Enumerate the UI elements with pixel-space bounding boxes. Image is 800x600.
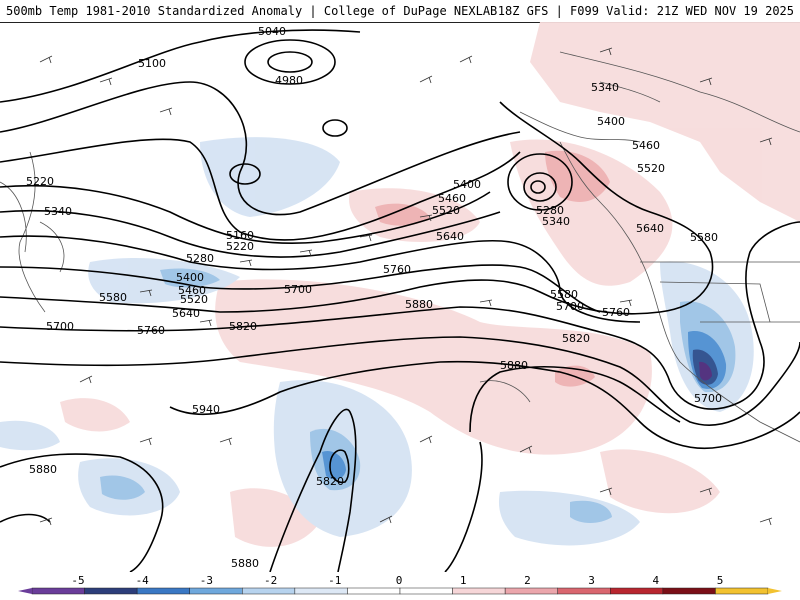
negative-anomaly-area bbox=[100, 475, 145, 500]
colorbar-tick-label: -2 bbox=[264, 574, 277, 587]
colorbar-swatch bbox=[347, 587, 401, 595]
contour-label: 5340 bbox=[591, 81, 619, 94]
contour-label: 5580 bbox=[550, 288, 578, 301]
coastlines bbox=[0, 51, 800, 443]
contour-label: 4980 bbox=[275, 74, 303, 87]
colorbar: -5 -4 -3 -2 -1 0 1 2 3 4 5 bbox=[0, 572, 800, 600]
contour-label: 5160 bbox=[226, 229, 254, 242]
contour-label: 5700 bbox=[694, 392, 722, 405]
contour-label: 5280 bbox=[536, 204, 564, 217]
colorbar-swatch bbox=[399, 587, 453, 595]
contour-label: 5460 bbox=[438, 192, 466, 205]
contour-label: 5520 bbox=[180, 293, 208, 306]
contour-label: 5880 bbox=[231, 557, 259, 570]
contour-label: 5400 bbox=[176, 271, 204, 284]
contour-label: 5460 bbox=[178, 284, 206, 297]
contour-label: 5760 bbox=[602, 306, 630, 319]
contour-label: 5820 bbox=[316, 475, 344, 488]
contour-label: 5580 bbox=[690, 231, 718, 244]
colorbar-tick-label: 4 bbox=[652, 574, 659, 587]
colorbar-svg: -5 -4 -3 -2 -1 0 1 2 3 4 5 bbox=[18, 574, 782, 595]
positive-anomaly-area bbox=[60, 398, 130, 432]
positive-anomaly-area bbox=[545, 150, 610, 202]
colorbar-swatch bbox=[662, 587, 716, 595]
positive-anomaly-area bbox=[530, 22, 800, 222]
contour-labels: 5040 4980 5100 5220 5340 5160 5220 5280 … bbox=[26, 25, 722, 570]
colorbar-tick-label: -3 bbox=[200, 574, 213, 587]
colorbar-swatch bbox=[504, 587, 558, 595]
contour-label: 5880 bbox=[405, 298, 433, 311]
contour-label: 5700 bbox=[284, 283, 312, 296]
positive-anomaly-area bbox=[375, 203, 430, 226]
negative-anomaly-area bbox=[699, 361, 712, 381]
contour-label: 5640 bbox=[172, 307, 200, 320]
contour-label: 5400 bbox=[453, 178, 481, 191]
colorbar-swatch bbox=[242, 587, 296, 595]
contour-label: 5640 bbox=[636, 222, 664, 235]
colorbar-tick-label: 0 bbox=[396, 574, 403, 587]
contour-label: 5940 bbox=[192, 403, 220, 416]
colorbar-tick-label: 3 bbox=[588, 574, 595, 587]
contour-label: 5520 bbox=[432, 204, 460, 217]
contour-label: 5220 bbox=[26, 175, 54, 188]
colorbar-tick-labels: -5 -4 -3 -2 -1 0 1 2 3 4 5 bbox=[71, 574, 723, 587]
colorbar-swatch bbox=[557, 587, 611, 595]
model-valid-time: 18Z GFS | F099 Valid: 21Z WED NOV 19 202… bbox=[497, 4, 794, 18]
contour-label: 5460 bbox=[632, 139, 660, 152]
contour-label: 5700 bbox=[46, 320, 74, 333]
colorbar-tick-label: 2 bbox=[524, 574, 531, 587]
contour-label: 5760 bbox=[137, 324, 165, 337]
contour-label: 5820 bbox=[229, 320, 257, 333]
contour-label: 5640 bbox=[436, 230, 464, 243]
colorbar-swatch bbox=[84, 587, 138, 595]
contour-label: 5040 bbox=[258, 25, 286, 38]
map-canvas[interactable]: 5040 4980 5100 5220 5340 5160 5220 5280 … bbox=[0, 22, 800, 572]
colorbar-tick-label: 1 bbox=[460, 574, 467, 587]
colorbar-swatch bbox=[715, 587, 769, 595]
contour-label: 5400 bbox=[597, 115, 625, 128]
positive-anomaly-area bbox=[600, 449, 720, 514]
map-header: 500mb Temp 1981-2010 Standardized Anomal… bbox=[0, 0, 800, 23]
colorbar-swatch bbox=[31, 587, 85, 595]
contour-label: 5700 bbox=[556, 300, 584, 313]
colorbar-left-arrow bbox=[18, 588, 32, 594]
anomaly-shading bbox=[0, 22, 800, 547]
contour-label: 5880 bbox=[29, 463, 57, 476]
negative-anomaly-area bbox=[498, 490, 640, 546]
height-contours bbox=[0, 29, 800, 572]
positive-anomaly-area bbox=[215, 279, 652, 455]
colorbar-tick-label: -1 bbox=[328, 574, 341, 587]
contour-label: 5580 bbox=[99, 291, 127, 304]
colorbar-swatch bbox=[294, 587, 348, 595]
contour-label: 5220 bbox=[226, 240, 254, 253]
colorbar-swatch bbox=[610, 587, 664, 595]
map-area[interactable]: 5040 4980 5100 5220 5340 5160 5220 5280 … bbox=[0, 22, 800, 572]
colorbar-swatch bbox=[189, 587, 243, 595]
map-title: 500mb Temp 1981-2010 Standardized Anomal… bbox=[6, 4, 498, 18]
colorbar-swatches bbox=[31, 587, 769, 595]
colorbar-swatch bbox=[136, 587, 190, 595]
colorbar-right-arrow bbox=[768, 588, 782, 594]
negative-anomaly-area bbox=[322, 450, 346, 480]
contour-label: 5520 bbox=[637, 162, 665, 175]
colorbar-tick-label: -5 bbox=[71, 574, 84, 587]
wind-barbs bbox=[39, 47, 773, 526]
negative-anomaly-area bbox=[570, 500, 612, 523]
contour-label: 5340 bbox=[44, 205, 72, 218]
contour-label: 5820 bbox=[562, 332, 590, 345]
negative-anomaly-area bbox=[0, 420, 60, 451]
contour-label: 5760 bbox=[383, 263, 411, 276]
contour-label: 5280 bbox=[186, 252, 214, 265]
colorbar-tick-label: -4 bbox=[136, 574, 150, 587]
colorbar-tick-label: 5 bbox=[717, 574, 724, 587]
negative-anomaly-area bbox=[200, 137, 340, 217]
contour-label: 5880 bbox=[500, 359, 528, 372]
colorbar-swatch bbox=[452, 587, 506, 595]
contour-label: 5340 bbox=[542, 215, 570, 228]
contour-label: 5100 bbox=[138, 57, 166, 70]
